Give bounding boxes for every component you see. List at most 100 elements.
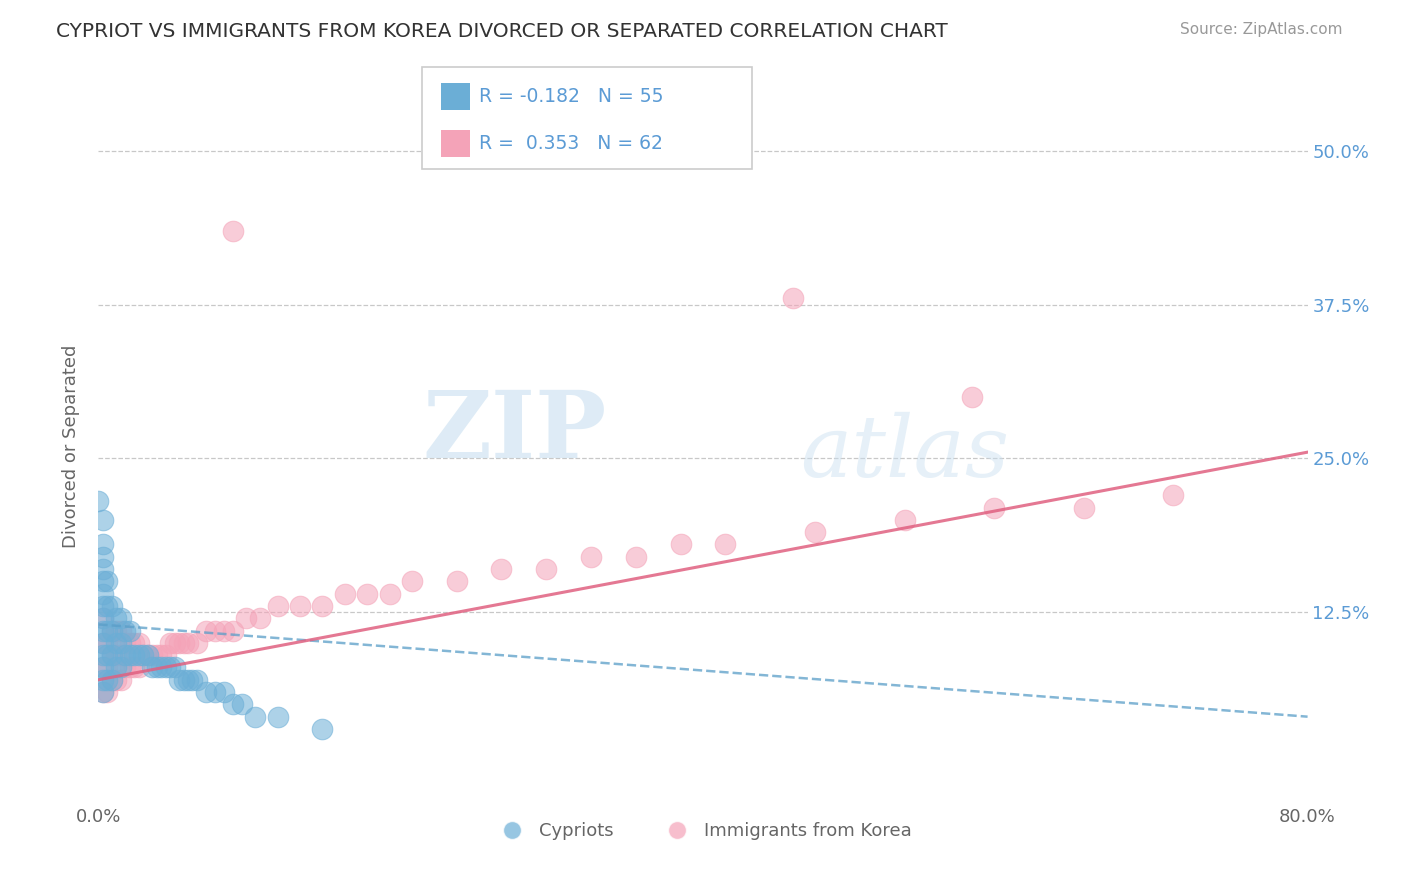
Point [101,673,124,687]
Point [159,636,181,650]
Point [96,660,118,674]
Point [105,648,128,662]
Point [163,636,186,650]
Point [105,611,128,625]
Point [96,673,118,687]
Point [91,685,114,699]
Point [110,611,132,625]
Point [128,660,150,674]
Point [96,574,118,589]
Point [91,537,114,551]
Point [91,660,114,674]
Point [122,648,145,662]
Point [356,587,378,601]
Point [128,648,150,662]
Point [782,291,804,305]
Point [101,599,124,613]
Point [101,624,124,638]
Point [222,224,245,238]
Point [1161,488,1184,502]
Point [1073,500,1095,515]
Point [91,562,114,576]
Point [105,636,128,650]
Point [288,599,311,613]
Point [114,636,136,650]
Point [101,648,124,662]
Point [128,636,150,650]
Point [163,660,186,674]
Point [118,636,141,650]
Point [141,648,163,662]
Point [91,648,114,662]
Point [110,636,132,650]
Point [118,660,141,674]
Point [333,587,356,601]
Point [105,624,128,638]
Point [96,648,118,662]
Point [105,660,128,674]
Point [96,636,118,650]
Point [87,494,110,508]
Point [181,673,204,687]
Point [110,660,132,674]
Point [110,648,132,662]
Point [491,562,513,576]
Point [266,599,288,613]
Point [132,648,155,662]
Point [401,574,423,589]
Point [110,624,132,638]
Text: atlas: atlas [800,412,1010,494]
Point [212,685,235,699]
Point [243,709,266,723]
Point [669,537,692,551]
Point [145,660,167,674]
Point [155,648,177,662]
Point [311,722,333,736]
Point [173,673,195,687]
Point [212,624,235,638]
Point [118,648,141,662]
Point [105,673,128,687]
Point [222,624,245,638]
Text: ZIP: ZIP [422,387,606,476]
Point [960,390,983,404]
Point [536,562,558,576]
Point [204,624,226,638]
Point [132,648,155,662]
Point [194,624,217,638]
Point [893,513,915,527]
Point [91,685,114,699]
Point [150,660,173,674]
Text: Source: ZipAtlas.com: Source: ZipAtlas.com [1180,22,1343,37]
Point [96,599,118,613]
Point [249,611,271,625]
Point [136,648,159,662]
Point [91,513,114,527]
Point [714,537,737,551]
Point [91,624,114,638]
Point [231,698,253,712]
Point [91,574,114,589]
Y-axis label: Divorced or Separated: Divorced or Separated [62,344,80,548]
Point [114,660,136,674]
Point [177,636,200,650]
Point [378,587,401,601]
Text: R =  0.353   N = 62: R = 0.353 N = 62 [479,134,664,153]
Point [114,648,136,662]
Point [804,525,827,540]
Text: CYPRIOT VS IMMIGRANTS FROM KOREA DIVORCED OR SEPARATED CORRELATION CHART: CYPRIOT VS IMMIGRANTS FROM KOREA DIVORCE… [56,22,948,41]
Point [110,673,132,687]
Point [118,624,141,638]
Point [235,611,257,625]
Legend: Cypriots, Immigrants from Korea: Cypriots, Immigrants from Korea [486,815,920,847]
Point [91,611,114,625]
Point [101,648,124,662]
Point [194,685,217,699]
Point [91,611,114,625]
Point [167,636,190,650]
Point [96,624,118,638]
Point [145,648,167,662]
Point [114,624,136,638]
Point [204,685,226,699]
Point [983,500,1005,515]
